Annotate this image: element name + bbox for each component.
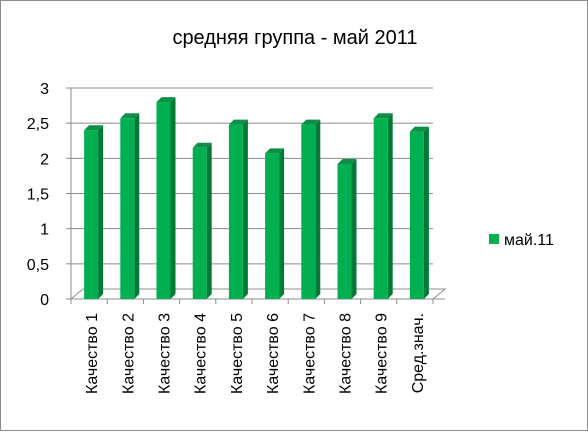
bar-side <box>387 113 393 299</box>
bar <box>409 126 429 300</box>
bar-top <box>373 113 393 119</box>
bar-side <box>351 158 357 299</box>
chart-title: средняя группа - май 2011 <box>172 27 417 49</box>
bar-side <box>242 119 248 299</box>
bar-front <box>337 163 352 299</box>
bar-front <box>156 102 171 299</box>
bar <box>228 119 248 299</box>
bar-top <box>409 126 429 132</box>
bar-front <box>120 118 135 299</box>
bar <box>301 119 321 299</box>
x-tick-label: Качество 9 <box>374 313 391 394</box>
legend-label: май.11 <box>504 232 554 249</box>
x-tick-label: Качество 5 <box>229 313 246 394</box>
legend-swatch <box>489 234 499 244</box>
y-tick-label: 3 <box>40 81 49 98</box>
bar <box>156 97 176 299</box>
legend: май.11 <box>489 232 554 249</box>
x-tick-label: Качество 1 <box>84 313 101 394</box>
bar <box>373 113 393 299</box>
y-tick-label: 0 <box>40 292 49 309</box>
x-tick-label: Сред.знач. <box>410 313 427 393</box>
bar <box>84 125 104 299</box>
bar <box>192 142 212 299</box>
bar-front <box>84 130 99 299</box>
bar-front <box>192 147 207 299</box>
x-tick-label: Качество 8 <box>338 313 355 394</box>
bar-side <box>98 125 104 299</box>
bar-front <box>409 131 424 299</box>
bar-side <box>134 113 140 299</box>
bar-top <box>84 125 104 131</box>
bar-top <box>337 158 357 164</box>
bar-front <box>373 118 388 299</box>
bar-side <box>206 142 212 299</box>
bar-side <box>315 119 321 299</box>
bar-front <box>301 124 316 299</box>
bar-top <box>120 113 140 119</box>
x-tick-label: Качество 4 <box>193 313 210 394</box>
x-tick-label: Качество 6 <box>265 313 282 394</box>
bar-top <box>265 148 285 154</box>
bar <box>265 148 285 299</box>
y-tick-label: 1 <box>40 222 49 239</box>
y-tick-label: 1,5 <box>27 187 49 204</box>
y-tick-label: 0,5 <box>27 257 49 274</box>
bar <box>120 113 140 299</box>
bar-top <box>192 142 212 148</box>
bar-side <box>423 126 429 300</box>
x-tick-label: Качество 3 <box>157 313 174 394</box>
bar <box>337 158 357 299</box>
x-tick-label: Качество 2 <box>120 313 137 394</box>
y-tick-label: 2,5 <box>27 116 49 133</box>
bar-top <box>301 119 321 125</box>
bar-front <box>265 153 280 299</box>
bar-side <box>279 148 285 299</box>
bar-top <box>228 119 248 125</box>
y-tick-label: 2 <box>40 151 49 168</box>
bar-front <box>228 124 243 299</box>
x-tick-label: Качество 7 <box>301 313 318 394</box>
bar-side <box>170 97 176 299</box>
bar-top <box>156 97 176 103</box>
